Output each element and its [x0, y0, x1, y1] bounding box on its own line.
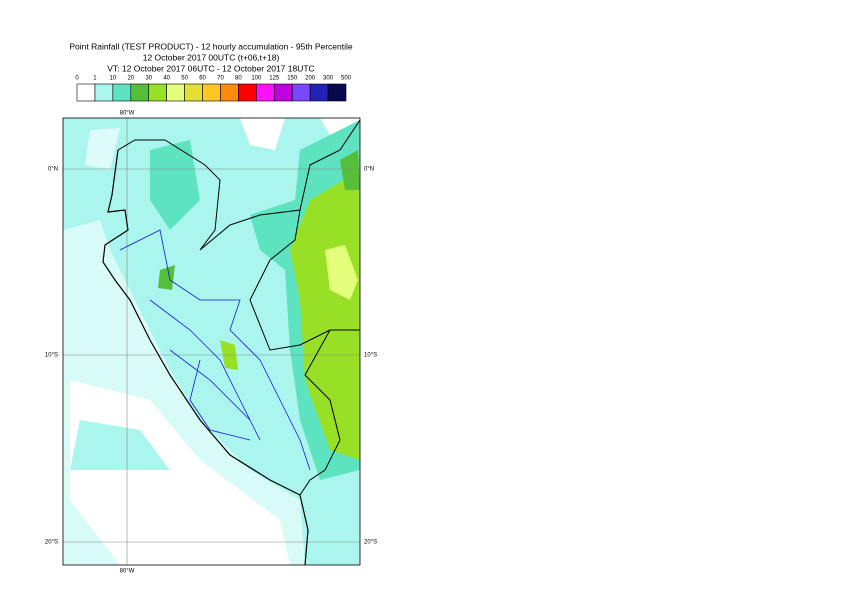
colorbar-label: 1 [93, 76, 97, 82]
rain-areas [150, 120, 360, 480]
subtitle: 12 October 2017 00UTC (t+06,t+18) [143, 52, 280, 62]
colorbar-label: 80 [235, 76, 242, 82]
color-box [166, 83, 185, 102]
map-frame [62, 117, 361, 566]
colorbar-label: 60 [199, 76, 206, 82]
lat-label: 0°N [48, 167, 58, 173]
header: Point Rainfall (TEST PRODUCT) - 12 hourl… [69, 41, 353, 73]
dry-areas [63, 118, 360, 565]
colorbar-label: 70 [217, 76, 224, 82]
color-box [273, 83, 293, 102]
color-box [327, 83, 347, 102]
coastline [102, 149, 309, 565]
colorbar-label: 50 [181, 76, 188, 82]
lat-label: 10°S [45, 353, 58, 359]
colorbar-label: 100 [251, 76, 262, 82]
lat-label: 10°S [364, 353, 377, 359]
colorbar-label: 30 [145, 76, 152, 82]
color-box [94, 83, 114, 102]
graticule [63, 118, 360, 565]
colorbar-label: 20 [127, 76, 134, 82]
color-box [220, 83, 239, 102]
lat-label: 20°S [364, 540, 377, 546]
color-box [184, 83, 203, 102]
color-box [202, 83, 221, 102]
lat-label: 0°N [364, 167, 374, 173]
colorbar-label: 500 [341, 76, 352, 82]
lon-label: 80°W [120, 111, 135, 117]
colorbar-label: 40 [163, 76, 170, 82]
color-box [76, 83, 96, 102]
color-box [112, 83, 132, 102]
colorbar-label: 300 [323, 76, 334, 82]
map [63, 118, 360, 565]
color-box [256, 83, 275, 102]
colorbar-label: 0 [75, 76, 79, 82]
lon-label: 80°W [120, 569, 135, 575]
colorbar-label: 125 [269, 76, 280, 82]
colorbar-label: 200 [305, 76, 316, 82]
colorbar-label: 150 [287, 76, 298, 82]
title: Point Rainfall (TEST PRODUCT) - 12 hourl… [69, 41, 353, 51]
regions [119, 229, 311, 471]
colorbar: 0 1 10 20 30 40 50 60 70 80 100 125 150 200 300 500 [75, 76, 352, 102]
map-labels: 80°W 80°W 0°N 0°N 10°S 10°S 20°S 20°S [45, 111, 377, 575]
color-box [238, 83, 257, 102]
borders [117, 119, 360, 496]
color-box [309, 83, 329, 102]
colorbar-label: 10 [110, 76, 117, 82]
color-box [291, 83, 311, 102]
color-box [148, 83, 167, 102]
valid-time: VT: 12 October 2017 06UTC - 12 October 2… [107, 63, 314, 73]
color-box [130, 83, 150, 102]
lat-label: 20°S [45, 540, 58, 546]
